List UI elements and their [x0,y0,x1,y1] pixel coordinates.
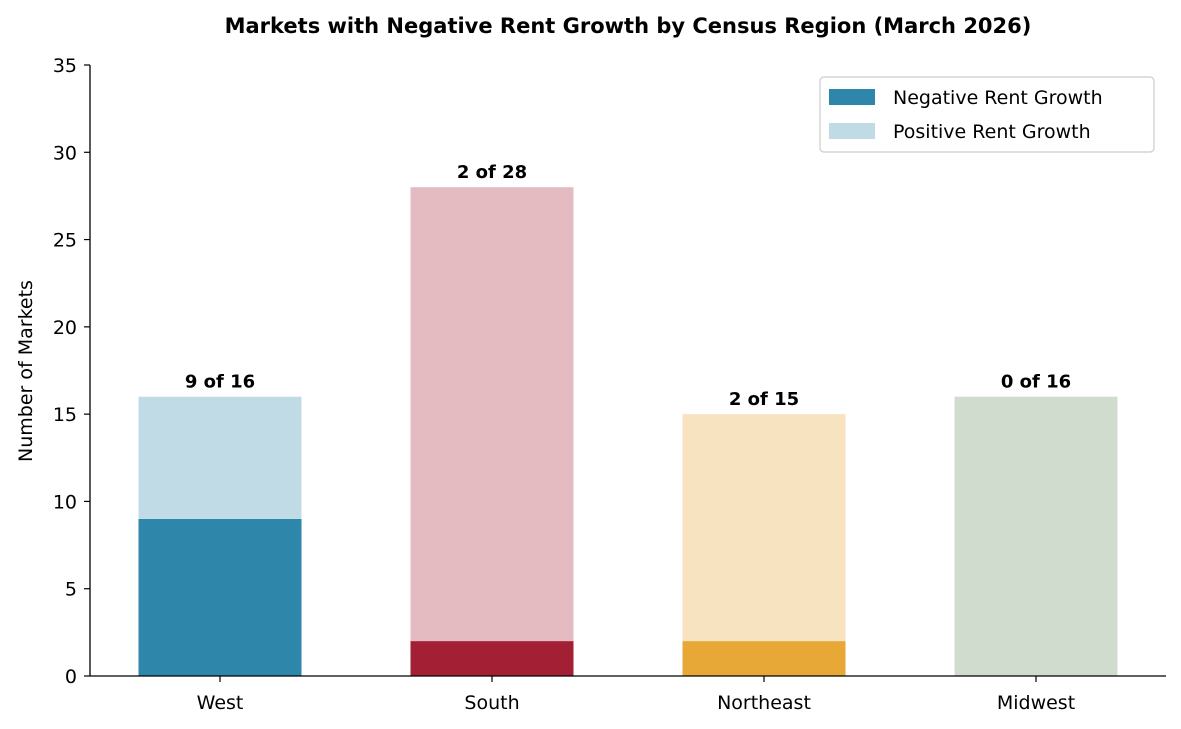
bar-south-positive [410,187,574,642]
x-axis: West South Northeast Midwest [90,675,1166,714]
y-tick-label: 0 [65,666,77,688]
y-axis: 0 5 10 15 20 25 30 35 [53,55,91,688]
bar-northeast-positive [682,414,846,642]
data-label-south: 2 of 28 [457,162,527,183]
y-tick-label: 15 [53,404,77,426]
legend-swatch-positive [829,123,875,139]
x-tick-label-west: West [197,692,244,714]
y-tick-label: 20 [53,317,77,339]
data-labels-group: 9 of 16 2 of 28 2 of 15 0 of 16 [185,162,1071,410]
data-label-west: 9 of 16 [185,372,255,393]
bar-midwest-positive [954,396,1118,676]
legend-swatch-negative [829,89,875,105]
bar-south-negative [410,641,574,676]
bar-west-negative [138,518,302,676]
legend-box [819,76,1155,153]
x-tick-label-south: South [464,692,519,714]
y-tick-label: 30 [53,142,77,164]
y-axis-label: Number of Markets [15,280,37,462]
y-tick-label: 10 [53,491,77,513]
x-tick-label-northeast: Northeast [717,692,811,714]
data-label-midwest: 0 of 16 [1001,372,1071,393]
legend-label-positive: Positive Rent Growth [893,121,1091,143]
bar-northeast-negative [682,641,846,676]
bars-group [138,187,1118,676]
bar-west-positive [138,396,302,519]
y-tick-label: 35 [53,55,77,77]
x-tick-label-midwest: Midwest [997,692,1075,714]
legend: Negative Rent Growth Positive Rent Growth [819,76,1155,153]
data-label-northeast: 2 of 15 [729,389,799,410]
y-tick-label: 25 [53,230,77,252]
chart-title: Markets with Negative Rent Growth by Cen… [225,14,1032,38]
y-tick-label: 5 [65,579,77,601]
legend-label-negative: Negative Rent Growth [893,87,1103,109]
